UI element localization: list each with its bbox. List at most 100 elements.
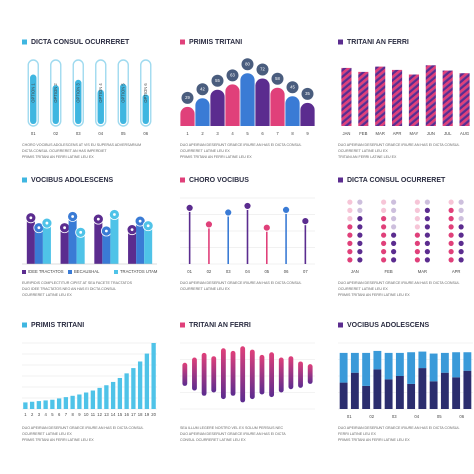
bar <box>392 69 403 126</box>
dot <box>448 224 454 230</box>
dot <box>414 240 420 246</box>
panel-title: TRITANI AN FERRI <box>189 322 251 329</box>
bar <box>425 65 436 126</box>
x-tick-label: 02 <box>369 414 374 419</box>
title-marker <box>180 39 185 45</box>
caption: OCURRERET LATINE LEU EX <box>22 293 72 297</box>
panel: CHORO VOCIBUS DUO APEIRIAN DESERUNT GRAEC… <box>180 177 315 291</box>
dot <box>347 199 353 205</box>
x-tick-label: 1 <box>186 131 189 136</box>
caption: CONSUL OCURRERET LATINE LEU EX <box>180 438 246 442</box>
panel: PRIMIS TRITANI DUO APEIRIAN DESERUNT GRAE… <box>180 39 315 159</box>
dot <box>347 216 353 222</box>
dot <box>448 216 454 222</box>
bar <box>144 353 150 409</box>
x-tick-label: 06 <box>143 131 148 136</box>
bar-segment <box>373 369 382 409</box>
x-tick-label: 01 <box>31 131 36 136</box>
x-tick-label: 06 <box>459 414 464 419</box>
dot <box>448 232 454 238</box>
x-tick-label: 18 <box>138 412 143 417</box>
range-bar <box>211 356 217 393</box>
x-tick-label: 8 <box>71 412 74 417</box>
bar <box>97 89 104 124</box>
caption: CHORO VOCIBUS ADOLESCENS AT VIS EU SUPER… <box>22 143 141 147</box>
range-bar <box>259 354 265 395</box>
title-marker <box>22 322 27 328</box>
x-tick-label: 5 <box>51 412 54 417</box>
bar-segment <box>407 383 416 409</box>
head <box>301 217 310 226</box>
bar-segment <box>440 372 449 409</box>
bar <box>30 74 37 124</box>
x-tick-label: 03 <box>392 414 397 419</box>
x-tick-label: FEB <box>385 269 393 274</box>
bar <box>124 373 129 409</box>
dot <box>381 249 387 255</box>
dot-column <box>381 199 387 263</box>
x-tick-label: 05 <box>437 414 442 419</box>
bar <box>300 102 315 126</box>
range-bar <box>230 350 236 396</box>
range-bar <box>278 357 284 393</box>
x-tick-label: APR <box>452 269 461 274</box>
legend-swatch <box>68 270 72 274</box>
value-bubble <box>241 58 254 71</box>
x-tick-label: 7 <box>276 131 279 136</box>
bar-body <box>76 232 85 264</box>
bar <box>142 94 149 124</box>
bar-segment <box>429 381 438 409</box>
x-tick-label: JAN <box>351 269 359 274</box>
caption: DUO APEIRIAN DESERUNT GRAECE IRIURE AN H… <box>338 143 459 147</box>
x-tick-label: 20 <box>151 412 156 417</box>
x-tick-label: 03 <box>226 269 231 274</box>
bar-segment <box>384 352 393 380</box>
x-tick-label: 2 <box>31 412 34 417</box>
x-tick-label: 06 <box>284 269 289 274</box>
dot <box>381 207 387 213</box>
dot-column <box>357 199 363 263</box>
x-tick-label: 12 <box>97 412 102 417</box>
range-bar <box>249 349 255 400</box>
dot <box>347 257 353 263</box>
bar-segment <box>452 377 461 409</box>
bar <box>180 106 195 126</box>
bar <box>210 89 225 126</box>
bar-segment <box>407 352 416 384</box>
bar <box>97 387 102 409</box>
value-label: 58 <box>275 76 280 81</box>
x-tick-label: 3 <box>38 412 41 417</box>
dot <box>458 224 464 230</box>
value-label: 45 <box>290 84 295 89</box>
caption: DUO APEIRIAN DESERUNT GRAECE IRIURE AN H… <box>180 143 301 147</box>
panel-title: PRIMIS TRITANI <box>31 322 84 329</box>
dot <box>458 240 464 246</box>
range-bar <box>307 364 313 384</box>
dot <box>347 207 353 213</box>
bar <box>240 73 255 126</box>
range-bar <box>220 348 226 400</box>
dot <box>414 207 420 213</box>
bar-label: OPTION 6 <box>143 83 148 103</box>
bar <box>29 401 35 409</box>
bar-segment <box>395 376 404 409</box>
dot <box>357 232 363 238</box>
legend-label: IDEE TRACTATOS <box>28 269 64 274</box>
range-bar <box>269 352 275 398</box>
x-tick-label: JAN <box>342 131 350 136</box>
bar <box>195 98 210 126</box>
dot <box>391 257 397 263</box>
caption: DUO APEIRIAN DESERUNT GRAECE IRIURE AN H… <box>180 432 286 436</box>
dot <box>391 232 397 238</box>
bar <box>90 390 96 409</box>
x-tick-label: JUL <box>444 131 452 136</box>
caption: PRIMIS TRITANI AN FERRI LATINE LEU EX <box>22 438 94 442</box>
title-marker <box>180 322 185 328</box>
bar <box>120 83 127 124</box>
dot <box>357 199 363 205</box>
bar <box>56 398 62 409</box>
x-tick-label: 02 <box>53 131 58 136</box>
panel-title: TRITANI AN FERRI <box>347 39 409 46</box>
x-tick-label: 7 <box>65 412 68 417</box>
dot-column <box>448 199 454 263</box>
